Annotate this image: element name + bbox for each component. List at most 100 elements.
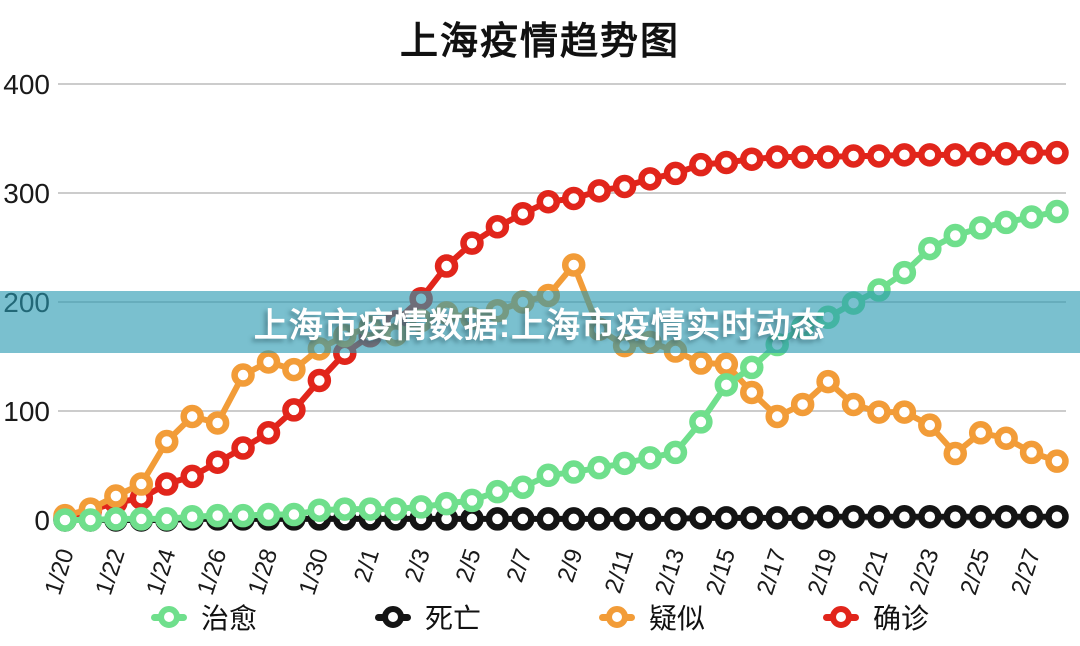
legend-item-cured[interactable]: 治愈 xyxy=(150,597,257,637)
data-point-cured xyxy=(1019,205,1044,229)
data-point-cured xyxy=(536,463,561,488)
data-point-suspected xyxy=(740,380,764,405)
data-point-death xyxy=(892,504,917,529)
data-point-death xyxy=(511,507,535,531)
data-point-death xyxy=(765,506,789,530)
data-point-cured xyxy=(409,495,433,519)
data-point-confirmed xyxy=(434,254,459,278)
data-point-death xyxy=(841,504,866,529)
data-point-cured xyxy=(78,508,103,532)
data-point-confirmed xyxy=(180,464,204,489)
data-point-death xyxy=(1019,504,1044,529)
series-line-confirmed xyxy=(62,149,1060,521)
data-point-suspected xyxy=(689,351,713,375)
data-point-death xyxy=(714,506,739,530)
x-tick-label: 2/7 xyxy=(502,546,538,586)
data-point-cured xyxy=(1045,199,1069,224)
x-tick-label: 1/20 xyxy=(40,546,80,599)
data-point-suspected xyxy=(790,392,815,417)
data-point-suspected xyxy=(943,441,968,466)
data-point-death xyxy=(663,507,688,531)
data-point-cured xyxy=(434,491,459,516)
data-point-death xyxy=(968,504,993,529)
data-point-confirmed xyxy=(790,145,815,169)
x-tick-label: 2/3 xyxy=(400,546,436,586)
x-tick-label: 2/25 xyxy=(955,546,995,599)
x-tick-label: 1/28 xyxy=(243,546,283,599)
legend-label: 疑似 xyxy=(649,603,706,634)
data-point-confirmed xyxy=(892,143,917,167)
data-point-death xyxy=(1045,504,1069,529)
data-point-cured xyxy=(358,497,382,521)
chart-title: 上海疫情趋势图 xyxy=(399,21,680,63)
x-tick-label: 1/26 xyxy=(192,546,232,599)
data-point-confirmed xyxy=(256,421,281,445)
data-point-suspected xyxy=(816,369,840,394)
legend-ring-icon xyxy=(830,606,853,628)
data-point-confirmed xyxy=(740,147,764,171)
data-point-suspected xyxy=(561,253,586,277)
data-point-cured xyxy=(740,355,764,380)
y-tick-label: 300 xyxy=(3,178,50,209)
data-point-cured xyxy=(205,503,230,528)
data-point-suspected xyxy=(968,421,993,445)
legend-marker-suspected-icon xyxy=(599,606,635,628)
data-point-death xyxy=(918,504,942,529)
x-tick-label: 2/5 xyxy=(451,546,487,586)
data-point-suspected xyxy=(282,357,306,382)
data-point-confirmed xyxy=(587,179,611,203)
legend-item-suspected[interactable]: 疑似 xyxy=(599,597,705,637)
data-point-suspected xyxy=(231,363,255,387)
data-point-confirmed xyxy=(943,143,968,167)
legend-marker-death-icon xyxy=(374,606,411,628)
legend-ring-icon xyxy=(157,606,180,628)
x-tick-label: 2/1 xyxy=(349,546,385,586)
data-point-confirmed xyxy=(867,144,891,168)
data-point-death xyxy=(994,504,1018,529)
y-tick-label: 0 xyxy=(34,505,50,536)
legend-marker-cured-icon xyxy=(150,606,187,628)
data-point-suspected xyxy=(714,352,739,376)
data-point-cured xyxy=(104,507,128,531)
data-point-confirmed xyxy=(231,436,255,460)
data-point-suspected xyxy=(1045,449,1069,473)
data-point-suspected xyxy=(180,404,204,429)
data-point-cured xyxy=(918,236,942,261)
x-tick-label: 2/19 xyxy=(803,546,843,599)
data-point-cured xyxy=(129,507,154,531)
data-point-cured xyxy=(511,475,535,500)
x-tick-label: 2/15 xyxy=(701,546,741,599)
data-point-death xyxy=(460,507,484,531)
data-point-cured xyxy=(714,373,739,397)
data-point-suspected xyxy=(205,411,230,435)
legend-label: 治愈 xyxy=(200,603,257,634)
x-tick-label: 2/9 xyxy=(552,546,588,586)
data-point-confirmed xyxy=(663,161,688,186)
data-point-suspected xyxy=(892,400,917,424)
legend-ring-icon xyxy=(381,606,404,628)
data-point-confirmed xyxy=(1019,140,1044,165)
data-point-cured xyxy=(663,440,688,465)
data-point-death xyxy=(536,507,561,531)
data-point-confirmed xyxy=(765,145,789,169)
legend-item-death[interactable]: 死亡 xyxy=(374,597,481,637)
data-point-cured xyxy=(180,504,204,529)
data-point-confirmed xyxy=(714,150,739,175)
data-point-cured xyxy=(231,503,255,528)
legend-marker-confirmed-icon xyxy=(823,606,860,628)
data-point-cured xyxy=(638,446,662,470)
x-tick-label: 2/27 xyxy=(1006,546,1046,599)
data-point-cured xyxy=(154,507,179,531)
legend: 治愈 死亡 疑似 确诊 xyxy=(0,597,1080,637)
data-point-cured xyxy=(282,502,306,527)
x-tick-label: 2/21 xyxy=(854,546,894,599)
x-tick-label: 1/30 xyxy=(294,546,334,599)
legend-item-confirmed[interactable]: 确诊 xyxy=(823,597,929,637)
data-point-cured xyxy=(307,498,332,522)
series-line-death xyxy=(62,513,1060,523)
data-point-suspected xyxy=(994,426,1018,450)
data-point-confirmed xyxy=(460,231,484,255)
data-point-suspected xyxy=(765,404,789,429)
data-point-death xyxy=(943,504,968,529)
